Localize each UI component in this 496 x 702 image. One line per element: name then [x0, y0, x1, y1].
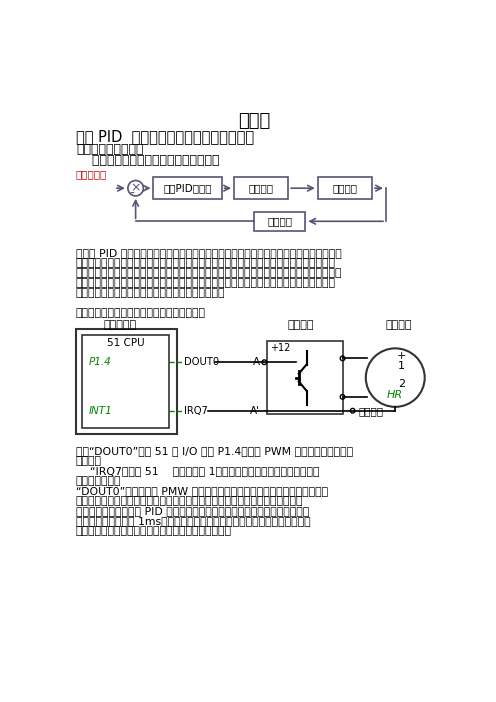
Text: DOUT0: DOUT0	[185, 357, 220, 367]
Text: 数字 PID  直流电机闭环调速控制系统设计: 数字 PID 直流电机闭环调速控制系统设计	[76, 129, 254, 144]
FancyBboxPatch shape	[153, 178, 222, 199]
Text: 驱动电路: 驱动电路	[248, 183, 274, 193]
Text: 图中“DOUT0”表示 51 的 I/O 管脚 P1.4，输出 PWM 脉冲经驱动后控制直: 图中“DOUT0”表示 51 的 I/O 管脚 P1.4，输出 PWM 脉冲经驱…	[76, 446, 353, 456]
Text: ×: ×	[130, 181, 141, 194]
Text: 51 CPU: 51 CPU	[107, 338, 144, 348]
Text: 直流电机: 直流电机	[332, 183, 358, 193]
Text: INT1: INT1	[89, 406, 113, 416]
FancyBboxPatch shape	[318, 178, 372, 199]
Text: 直流电机调速实验的系统方框图如下：: 直流电机调速实验的系统方框图如下：	[76, 154, 219, 167]
Text: 直流电机: 直流电机	[386, 320, 412, 330]
FancyBboxPatch shape	[234, 178, 288, 199]
Text: 2: 2	[398, 379, 405, 389]
Text: “DOUT0”来模拟产生 PMW 脉宽调制信号，构成系统的控制量，经驱动电路: “DOUT0”来模拟产生 PMW 脉宽调制信号，构成系统的控制量，经驱动电路	[76, 486, 328, 496]
Text: 数字PID控制器: 数字PID控制器	[163, 183, 212, 193]
Text: 霍尔输出: 霍尔输出	[358, 406, 383, 416]
Text: A: A	[252, 357, 259, 367]
Text: 转；系统定时器定时 1ms，作为系统采样基准时钟；测速中断用于测量电机转: 转；系统定时器定时 1ms，作为系统采样基准时钟；测速中断用于测量电机转	[76, 516, 310, 526]
Text: 驱动后控制电机运转，霍尔测速元件输出的脉冲信号记录电机转速构成反馈量，: 驱动后控制电机运转，霍尔测速元件输出的脉冲信号记录电机转速构成反馈量，	[76, 496, 304, 506]
Text: -: -	[129, 187, 134, 201]
Text: 在参数给定情况下，经 PID 运算，电机可在控制量作用下，按给定转速们环运: 在参数给定情况下，经 PID 运算，电机可在控制量作用下，按给定转速们环运	[76, 506, 309, 516]
Text: 流电机。: 流电机。	[76, 456, 102, 466]
Text: A': A'	[249, 406, 259, 416]
Text: 控制计算机: 控制计算机	[104, 320, 137, 330]
Text: “IRQ7＂表示 51    的外部中断 1，用作测速中断。实验中，用系统的: “IRQ7＂表示 51 的外部中断 1，用作测速中断。实验中，用系统的	[76, 466, 319, 476]
Text: 动，然后测速电路几乎同步测出电机转速并输出，该输出信号与给定值（给定的转速）比较，: 动，然后测速电路几乎同步测出电机转速并输出，该输出信号与给定值（给定的转速）比较…	[76, 268, 342, 278]
Text: 数字量输出端口: 数字量输出端口	[76, 476, 122, 486]
Text: IRQ7: IRQ7	[185, 406, 208, 416]
Text: 一、实验原理及内容: 一、实验原理及内容	[76, 143, 143, 156]
Text: 如果两者不相同，经单片机里面的算法比对后，单片机调节脉冲宽度，继续输出给驱动电路: 如果两者不相同，经单片机里面的算法比对后，单片机调节脉冲宽度，继续输出给驱动电路	[76, 278, 336, 289]
Text: 控制电机，如此循环，直到电机转速与给定值相同。: 控制电机，如此循环，直到电机转速与给定值相同。	[76, 289, 226, 298]
Text: 实验六: 实验六	[238, 112, 270, 130]
Text: 电机的 PID 控制原理：单片机给出脉冲调制信号，脉冲调制信号的脉宽决定电机的转速，: 电机的 PID 控制原理：单片机给出脉冲调制信号，脉冲调制信号的脉宽决定电机的转…	[76, 249, 342, 258]
Text: HR: HR	[387, 390, 403, 399]
Text: +: +	[397, 351, 406, 361]
FancyBboxPatch shape	[82, 336, 169, 428]
Text: P1.4: P1.4	[89, 357, 112, 367]
FancyBboxPatch shape	[76, 329, 177, 434]
FancyBboxPatch shape	[254, 212, 306, 230]
Text: 测速电路: 测速电路	[267, 216, 292, 226]
Text: 根据上述系统方框图，硬件线路图设计如下：: 根据上述系统方框图，硬件线路图设计如下：	[76, 308, 206, 318]
Text: 1: 1	[398, 361, 405, 371]
Text: 速。直流电机闭环调速控制系统实验的参考程序如下：: 速。直流电机闭环调速控制系统实验的参考程序如下：	[76, 526, 232, 536]
Text: 驱动单元: 驱动单元	[288, 320, 314, 330]
FancyBboxPatch shape	[267, 341, 343, 413]
Text: +12: +12	[270, 343, 291, 352]
Text: 数字给定值: 数字给定值	[76, 169, 107, 179]
Text: 即可通过调节脉冲的占空比来调节电机的转速，脉冲信号驱动电路放大后控制直流电机的转: 即可通过调节脉冲的占空比来调节电机的转速，脉冲信号驱动电路放大后控制直流电机的转	[76, 258, 336, 268]
